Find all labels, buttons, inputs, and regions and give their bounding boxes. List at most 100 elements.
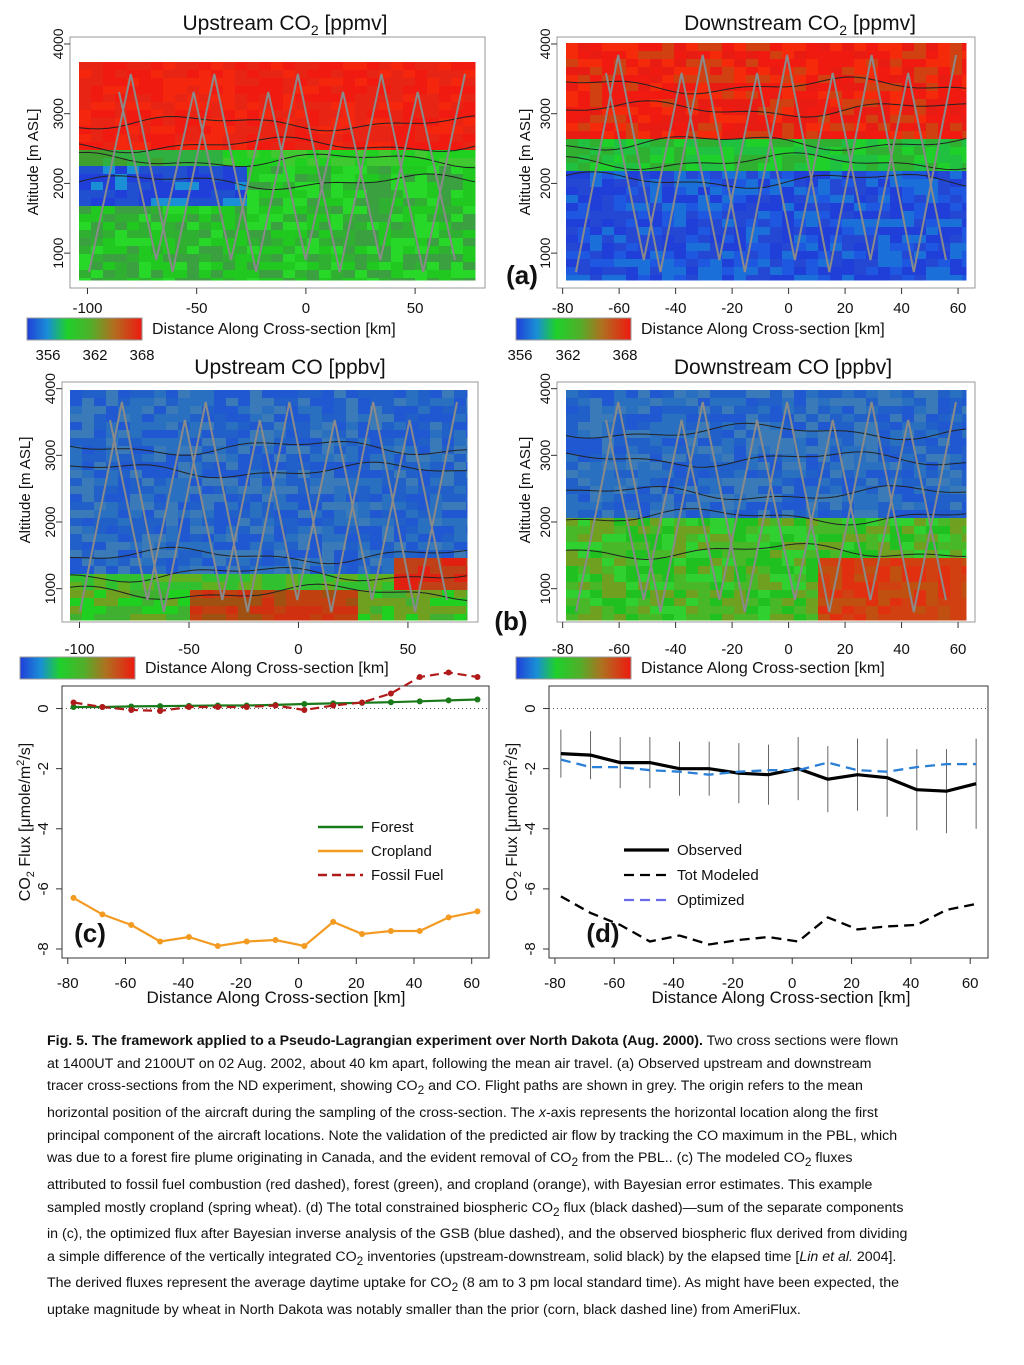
- x-tick-label: 60: [962, 975, 979, 992]
- heatmap-cell: [214, 446, 227, 455]
- heatmap-cell: [794, 131, 807, 140]
- heatmap-cell: [698, 219, 711, 228]
- heatmap-cell: [202, 430, 215, 439]
- heatmap-cell: [262, 486, 275, 495]
- heatmap-cell: [331, 222, 344, 231]
- heatmap-cell: [638, 259, 651, 268]
- heatmap-cell: [211, 134, 224, 143]
- heatmap-cell: [382, 414, 395, 423]
- heatmap-cell: [175, 246, 188, 255]
- heatmap-cell: [94, 462, 107, 471]
- heatmap-cell: [130, 606, 143, 615]
- heatmap-cell: [430, 446, 443, 455]
- heatmap-cell: [830, 211, 843, 220]
- heatmap-cell: [746, 211, 759, 220]
- heatmap-cell: [914, 446, 927, 455]
- heatmap-cell: [250, 614, 263, 621]
- heatmap-cell: [950, 438, 963, 447]
- heatmap-cell: [566, 107, 579, 116]
- x-tick-label: -60: [608, 300, 630, 317]
- heatmap-cell: [854, 115, 867, 124]
- heatmap-cell: [118, 550, 131, 559]
- heatmap-cell: [758, 147, 771, 156]
- heatmap-cell: [142, 510, 155, 519]
- heatmap-cell: [734, 67, 747, 76]
- heatmap-cell: [890, 187, 903, 196]
- heatmap-cell: [902, 590, 915, 599]
- heatmap-cell: [358, 406, 371, 415]
- heatmap-cell: [370, 486, 383, 495]
- heatmap-cell: [406, 446, 419, 455]
- heatmap-cell: [758, 574, 771, 583]
- heatmap-cell: [331, 230, 344, 239]
- heatmap-cell: [626, 59, 639, 68]
- y-tick-label: -4: [522, 822, 539, 835]
- heatmap-cell: [250, 502, 263, 511]
- heatmap-cell: [626, 606, 639, 615]
- heatmap-cell: [355, 198, 368, 207]
- heatmap-cell: [466, 614, 468, 621]
- heatmap-cell: [590, 147, 603, 156]
- heatmap-cell: [451, 158, 464, 167]
- heatmap-cell: [830, 462, 843, 471]
- heatmap-cell: [163, 262, 176, 271]
- heatmap-cell: [722, 195, 735, 204]
- heatmap-cell: [310, 542, 323, 551]
- heatmap-cell: [578, 235, 591, 244]
- heatmap-cell: [962, 163, 967, 172]
- heatmap-cell: [842, 131, 855, 140]
- heatmap-cell: [854, 446, 867, 455]
- heatmap-cell: [758, 558, 771, 567]
- heatmap-cell: [830, 590, 843, 599]
- heatmap-cell: [307, 190, 320, 199]
- heatmap-cell: [367, 102, 380, 111]
- heatmap-cell: [319, 126, 332, 135]
- heatmap-cell: [890, 147, 903, 156]
- heatmap-cell: [418, 430, 431, 439]
- heatmap-cell: [902, 390, 915, 399]
- heatmap-cell: [271, 262, 284, 271]
- heatmap-cell: [82, 390, 95, 399]
- heatmap-cell: [82, 550, 95, 559]
- heatmap-cell: [698, 243, 711, 252]
- heatmap-cell: [130, 550, 143, 559]
- heatmap-cell: [794, 203, 807, 212]
- heatmap-cell: [722, 235, 735, 244]
- heatmap-cell: [178, 390, 191, 399]
- heatmap-cell: [214, 574, 227, 583]
- y-axis-label: Altitude [m ASL]: [25, 109, 42, 216]
- heatmap-cell: [626, 219, 639, 228]
- heatmap-cell: [106, 502, 119, 511]
- heatmap-cell: [91, 142, 104, 151]
- heatmap-cell: [343, 166, 356, 175]
- heatmap-cell: [331, 134, 344, 143]
- heatmap-cell: [638, 614, 651, 621]
- heatmap-cell: [662, 59, 675, 68]
- heatmap-cell: [602, 67, 615, 76]
- heatmap-cell: [454, 422, 467, 431]
- heatmap-cell: [710, 486, 723, 495]
- heatmap-cell: [902, 606, 915, 615]
- heatmap-cell: [346, 478, 359, 487]
- heatmap-cell: [938, 406, 951, 415]
- heatmap-cell: [950, 115, 963, 124]
- heatmap-cell: [115, 158, 128, 167]
- heatmap-cell: [370, 430, 383, 439]
- y-tick-label: 3000: [537, 98, 553, 129]
- heatmap-cell: [950, 139, 963, 148]
- heatmap-cell: [650, 606, 663, 615]
- heatmap-cell: [370, 478, 383, 487]
- heatmap-cell: [734, 526, 747, 535]
- heatmap-cell: [247, 70, 260, 79]
- heatmap-cell: [331, 238, 344, 247]
- heatmap-cell: [782, 598, 795, 607]
- heatmap-cell: [626, 107, 639, 116]
- heatmap-cell: [415, 142, 428, 151]
- heatmap-cell: [274, 390, 287, 399]
- heatmap-cell: [163, 134, 176, 143]
- caption-text: flux (black dashed)—sum of the separate …: [559, 1199, 904, 1216]
- heatmap-cell: [794, 398, 807, 407]
- data-point: [99, 704, 106, 711]
- heatmap-cell: [94, 486, 107, 495]
- heatmap-cell: [178, 494, 191, 503]
